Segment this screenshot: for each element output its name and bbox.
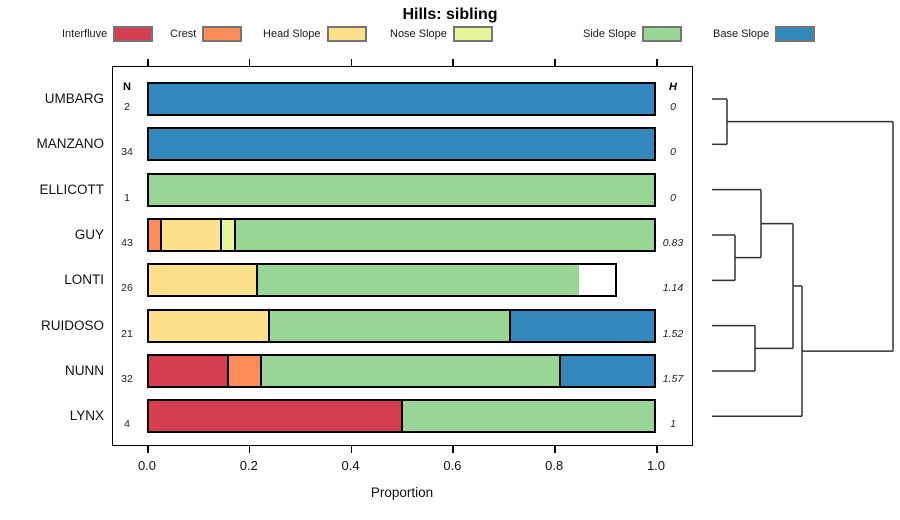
stacked-bar xyxy=(147,82,656,116)
x-axis-top-tick xyxy=(554,59,556,66)
row-label: GUY xyxy=(74,226,104,242)
legend-item: Crest xyxy=(170,25,243,43)
bar-segment xyxy=(149,84,654,114)
bar-segment xyxy=(558,355,654,386)
bar-segment xyxy=(233,219,654,250)
bar-segment xyxy=(149,401,401,432)
n-value: 21 xyxy=(121,327,133,340)
bar-segment xyxy=(268,310,509,341)
legend-item-label: Crest xyxy=(170,28,197,40)
x-axis-tick xyxy=(248,446,251,453)
x-axis-top-tick xyxy=(147,59,149,66)
n-value: 43 xyxy=(121,236,133,249)
bar-segment xyxy=(149,355,227,386)
legend-item-label: Nose Slope xyxy=(390,28,447,40)
bar-segment xyxy=(256,265,580,296)
stacked-bar xyxy=(147,127,656,162)
bar-segment xyxy=(220,219,234,250)
x-axis-tick-label: 0.2 xyxy=(239,458,258,473)
legend-item: Head Slope xyxy=(263,25,367,43)
legend-item: Nose Slope xyxy=(390,25,493,43)
x-axis-tick xyxy=(452,446,454,453)
x-axis-tick xyxy=(147,446,149,453)
bar-segment xyxy=(260,355,559,386)
x-axis-tick xyxy=(656,446,658,453)
x-axis-tick xyxy=(554,446,556,453)
bar-segment xyxy=(160,219,221,250)
x-axis-tick-label: 0.6 xyxy=(443,458,462,473)
stacked-bar xyxy=(147,399,656,434)
bar-segment xyxy=(149,219,161,250)
h-value: 0.83 xyxy=(662,236,684,249)
x-axis-top-tick xyxy=(656,59,658,66)
plot-area-border xyxy=(112,66,693,446)
n-value: 4 xyxy=(124,418,130,431)
x-axis-top-tick xyxy=(248,59,251,66)
row-label: MANZANO xyxy=(36,136,105,152)
stacked-bar xyxy=(147,263,617,298)
stacked-bar xyxy=(147,172,656,207)
row-label: LONTI xyxy=(64,272,104,288)
x-axis-label: Proportion xyxy=(370,485,434,500)
legend-item-label: Side Slope xyxy=(583,28,637,40)
legend-item-label: Interfluve xyxy=(62,28,108,40)
legend-color-swatch xyxy=(326,26,367,42)
x-axis-top-tick xyxy=(350,59,353,66)
bar-segment xyxy=(149,265,257,296)
n-column-header: N xyxy=(123,81,131,93)
x-axis-tick-label: 1.0 xyxy=(646,458,666,473)
h-value: 1.57 xyxy=(662,372,684,385)
bar-segment xyxy=(149,174,654,205)
legend-color-swatch xyxy=(202,26,243,42)
h-value: 1.14 xyxy=(662,282,684,295)
h-value: 0 xyxy=(670,146,676,159)
n-value: 26 xyxy=(121,282,133,295)
chart-title: Hills: sibling xyxy=(402,6,498,23)
bar-segment xyxy=(149,310,269,341)
legend-color-swatch xyxy=(452,26,493,42)
x-axis-tick-label: 0.4 xyxy=(341,458,360,473)
x-axis-tick-label: 0.0 xyxy=(137,458,157,473)
x-axis-tick xyxy=(350,446,353,453)
h-value: 1 xyxy=(670,418,676,431)
h-value: 0 xyxy=(670,101,676,113)
legend-color-swatch xyxy=(642,26,683,42)
n-value: 34 xyxy=(121,146,133,159)
x-axis-top-tick xyxy=(452,59,454,66)
row-label: RUIDOSO xyxy=(40,317,104,333)
stacked-bar xyxy=(147,217,656,252)
row-label: ELLICOTT xyxy=(39,181,104,197)
row-label: UMBARG xyxy=(44,91,104,106)
row-label: LYNX xyxy=(69,408,104,424)
legend-item: Interfluve xyxy=(62,25,154,43)
h-column-header: H xyxy=(669,81,677,93)
legend-item-label: Base Slope xyxy=(713,28,770,40)
n-value: 32 xyxy=(121,372,133,385)
legend-color-swatch xyxy=(775,26,816,42)
n-value: 2 xyxy=(124,101,130,113)
stacked-bar xyxy=(147,308,656,343)
legend-item: Side Slope xyxy=(583,25,683,43)
bar-segment xyxy=(400,401,654,432)
x-axis-tick-label: 0.8 xyxy=(545,458,564,473)
legend-color-swatch xyxy=(113,26,154,42)
bar-segment xyxy=(508,310,654,341)
row-label: NUNN xyxy=(65,362,104,378)
n-value: 1 xyxy=(124,191,130,204)
h-value: 1.52 xyxy=(662,327,684,340)
legend-item-label: Head Slope xyxy=(263,28,321,40)
legend: Interfluve Crest Head Slope Nose Slope Side … xyxy=(0,25,900,43)
stacked-bar xyxy=(147,353,656,388)
h-value: 0 xyxy=(670,191,676,204)
legend-item: Base Slope xyxy=(713,25,816,43)
bar-segment xyxy=(149,129,654,160)
bar-segment xyxy=(226,355,261,386)
